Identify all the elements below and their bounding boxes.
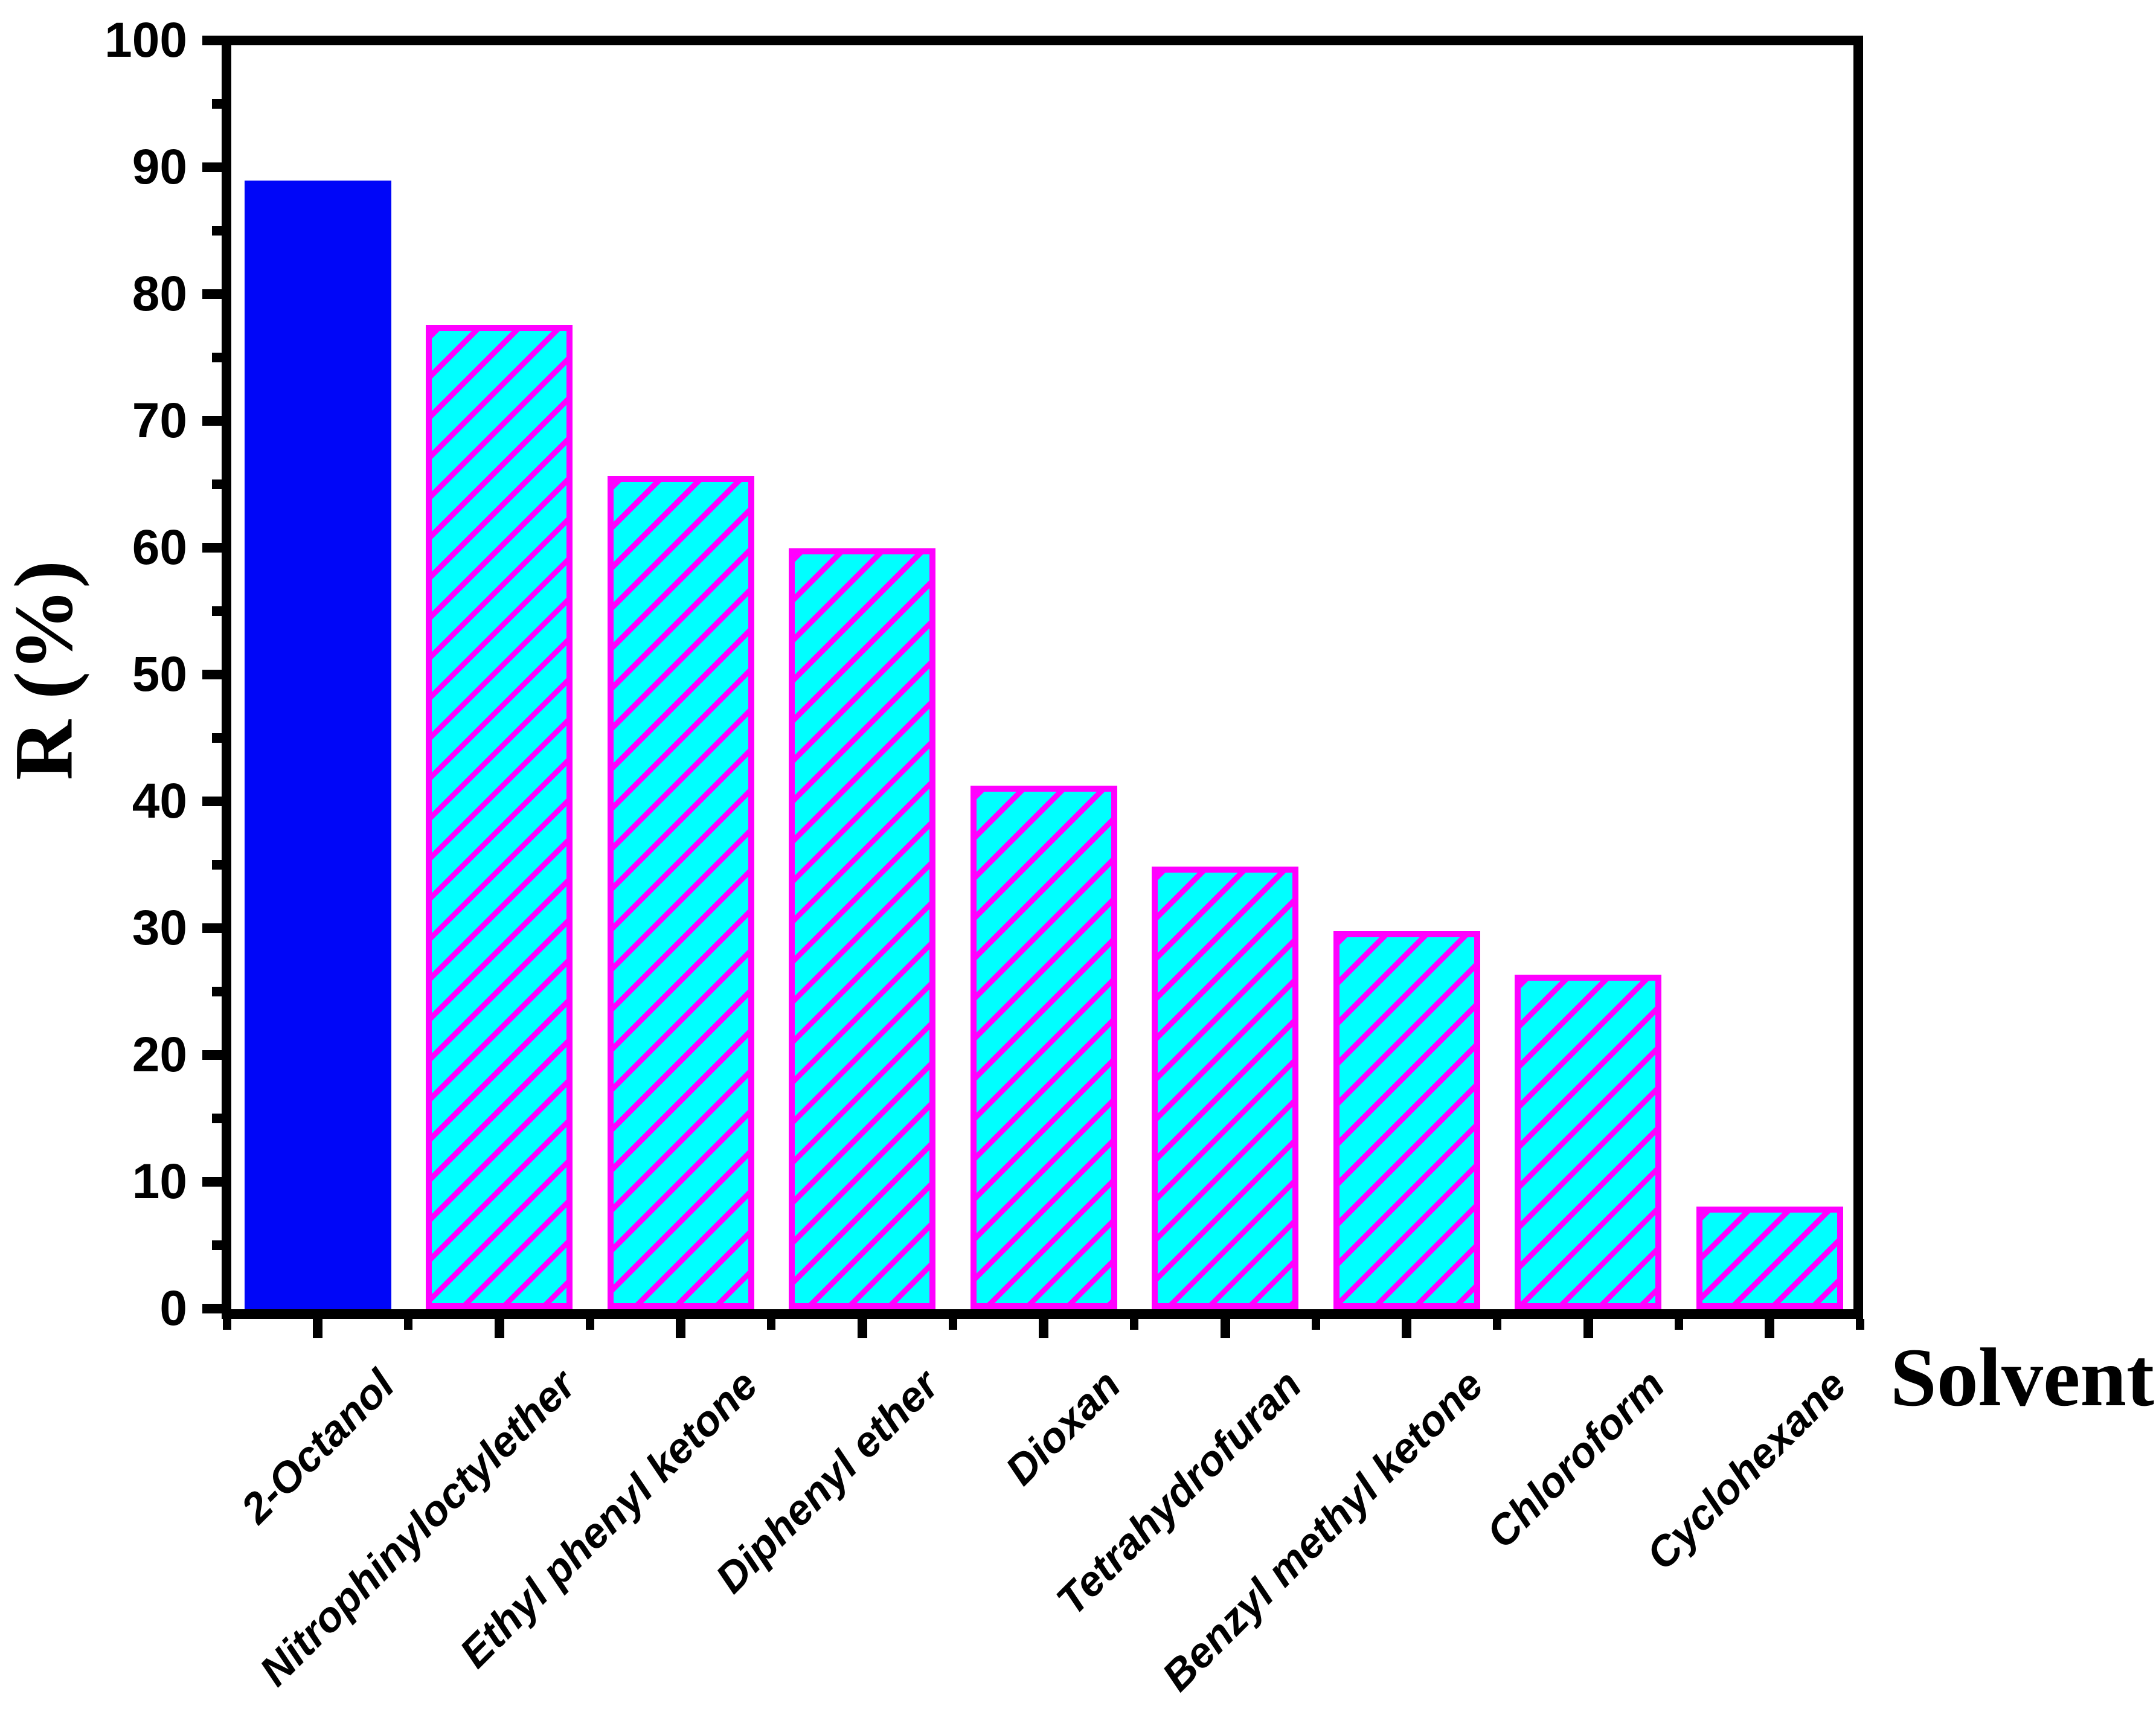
y-minor-tick [212,99,222,109]
y-major-tick [202,670,222,679]
y-major-tick [202,1177,222,1187]
x-minor-tick [1493,1319,1501,1330]
x-major-tick [1221,1319,1230,1338]
y-minor-tick [212,860,222,870]
category-label-dioxan: Dioxan [996,1361,1129,1494]
y-tick-label: 60 [132,520,187,575]
bar-diphenyl-ether [789,548,935,1309]
category-label-ethyl-phenyl-ketone: Ethyl phenyl ketone [451,1361,766,1677]
x-minor-tick [586,1319,594,1330]
y-tick-label: 90 [132,139,187,194]
x-major-tick [858,1319,867,1338]
y-minor-tick [212,1240,222,1250]
y-major-tick [202,416,222,426]
bar-dioxan [971,786,1117,1309]
x-major-tick [1039,1319,1048,1338]
y-axis-title: R (%) [0,560,90,781]
x-minor-tick [404,1319,412,1330]
x-minor-tick [767,1319,775,1330]
x-minor-tick [223,1319,231,1330]
bar-ethyl-phenyl-ketone [608,476,754,1309]
y-tick-label: 0 [159,1281,187,1336]
y-major-tick [202,923,222,933]
y-tick-label: 100 [104,13,187,68]
x-minor-tick [1312,1319,1320,1330]
category-label-2-octanol: 2-Octanol [232,1361,403,1533]
y-tick-label: 40 [132,774,187,829]
category-label-nitrophinyloctylether: Nitrophinyloctylether [250,1361,585,1695]
bar-tetrahydrofuran [1152,867,1298,1309]
y-major-tick [202,1304,222,1313]
y-major-tick [202,797,222,806]
y-minor-tick [212,353,222,362]
x-major-tick [1583,1319,1593,1338]
x-major-tick [676,1319,685,1338]
x-major-tick [1765,1319,1774,1338]
x-major-tick [313,1319,322,1338]
bar-nitrophinyloctylether [426,325,573,1309]
x-minor-tick [1856,1319,1864,1330]
category-label-benzyl-methyl-ketone: Benzyl methyl ketone [1153,1361,1492,1700]
x-minor-tick [1675,1319,1683,1330]
x-major-tick [1402,1319,1411,1338]
y-minor-tick [212,226,222,236]
y-tick-label: 80 [132,266,187,321]
y-major-tick [202,289,222,299]
y-tick-label: 70 [132,393,187,448]
y-major-tick [202,1050,222,1060]
y-minor-tick [212,987,222,996]
bar-2-octanol [245,181,391,1309]
y-tick-label: 10 [132,1154,187,1209]
x-minor-tick [949,1319,957,1330]
x-major-tick [495,1319,504,1338]
y-major-tick [202,36,222,45]
bar-benzyl-methyl-ketone [1333,931,1480,1309]
y-tick-label: 50 [132,647,187,702]
bar-cyclohexane [1696,1207,1843,1309]
x-axis-title: Solvent [1890,1331,2155,1423]
y-minor-tick [212,1114,222,1123]
y-major-tick [202,543,222,553]
y-minor-tick [212,606,222,616]
bar-chloroform [1515,975,1661,1309]
y-minor-tick [212,479,222,489]
x-minor-tick [1130,1319,1138,1330]
plot-frame [222,36,1863,1319]
y-minor-tick [212,733,222,743]
y-tick-label: 20 [132,1027,187,1082]
category-label-chloroform: Chloroform [1477,1361,1673,1557]
y-major-tick [202,162,222,172]
y-tick-label: 30 [132,900,187,955]
